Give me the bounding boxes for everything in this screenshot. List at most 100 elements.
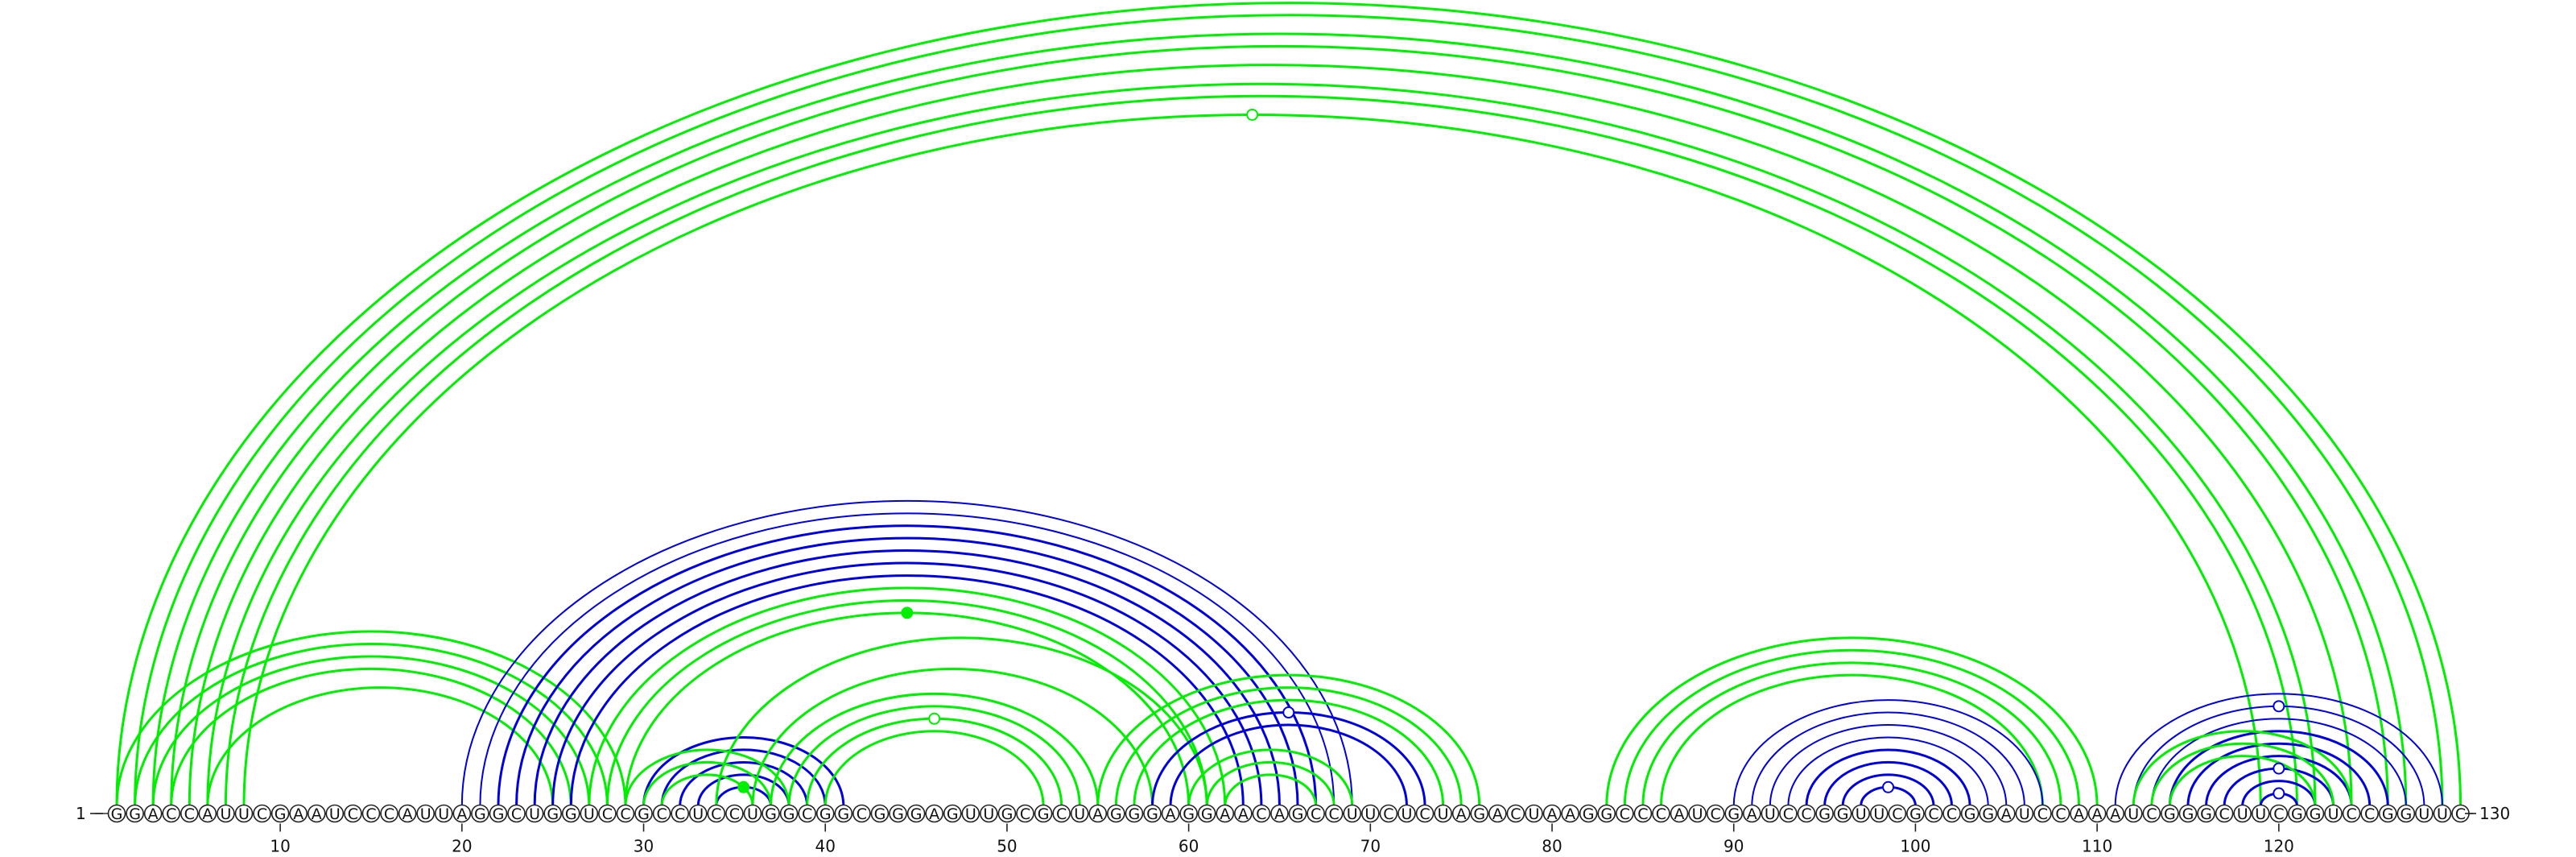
nucleotide-circle xyxy=(1143,804,1162,823)
nucleotide: G xyxy=(779,804,799,823)
base-pair-arc xyxy=(624,748,791,806)
base-pair-arc xyxy=(1659,673,2044,806)
nucleotide: C xyxy=(652,804,671,823)
nucleotide-letter: C xyxy=(365,805,376,823)
nucleotide-letter: G xyxy=(2382,805,2394,823)
nucleotide-circle xyxy=(1869,804,1889,823)
nucleotide-circle xyxy=(162,804,181,823)
base-pair-arc xyxy=(2205,755,2353,806)
nucleotide-letter: C xyxy=(384,805,394,823)
arc-marker xyxy=(928,712,941,725)
nucleotide-circle xyxy=(1561,804,1579,823)
nucleotide-letter: G xyxy=(819,805,832,823)
nucleotide-circle xyxy=(2360,804,2379,823)
nucleotide-letter: A xyxy=(1747,805,1757,823)
base-pair-arc xyxy=(770,692,1100,806)
nucleotide: A xyxy=(452,804,472,823)
nucleotide: C xyxy=(2451,804,2470,823)
nucleotide-circle xyxy=(1161,804,1180,823)
arc-marker xyxy=(901,607,914,619)
nucleotide: C xyxy=(1706,804,1725,823)
nucleotide: C xyxy=(2269,804,2289,823)
nucleotide: U xyxy=(961,804,980,823)
nucleotide-letter: G xyxy=(547,805,559,823)
arc-marker xyxy=(1282,706,1295,719)
nucleotide-letter: C xyxy=(2273,805,2284,823)
nucleotide-circle xyxy=(616,804,635,823)
nucleotide-circle xyxy=(707,804,726,823)
tick-label: 100 xyxy=(1900,837,1930,856)
nucleotide: A xyxy=(1488,804,1507,823)
markers-layer xyxy=(737,108,2285,800)
nucleotide-letter: C xyxy=(2219,805,2229,823)
nucleotide: U xyxy=(2415,804,2434,823)
nucleotide-circle xyxy=(270,804,290,823)
nucleotide-circle xyxy=(1307,804,1325,823)
nucleotide-circle xyxy=(1034,804,1053,823)
tick-label: 10 xyxy=(270,837,290,856)
nucleotide-circle xyxy=(561,804,580,823)
nucleotide-letter: U xyxy=(584,805,595,823)
nucleotide-circle xyxy=(325,804,345,823)
nucleotide-circle xyxy=(344,804,362,823)
nucleotide-letter: C xyxy=(257,805,267,823)
nucleotide-circle xyxy=(1288,804,1307,823)
nucleotide-circle xyxy=(107,804,126,823)
nucleotide-letter: C xyxy=(1656,805,1666,823)
base-pair-arc xyxy=(824,730,1045,806)
nucleotide-circle xyxy=(489,804,508,823)
base-pair-arc xyxy=(2168,730,2389,806)
nucleotide: G xyxy=(870,804,890,823)
base-pair-arc xyxy=(642,736,845,806)
nucleotide: G xyxy=(1579,804,1598,823)
base-pair-arc xyxy=(533,549,1281,806)
nucleotide-letter: G xyxy=(1001,805,1013,823)
nucleotide-circle xyxy=(2342,804,2361,823)
nucleotide-letter: A xyxy=(1238,805,1249,823)
nucleotide-letter: U xyxy=(2128,805,2139,823)
nucleotide-letter: G xyxy=(2182,805,2194,823)
arc-marker xyxy=(1882,780,1895,793)
nucleotide-letter: C xyxy=(166,805,176,823)
nucleotide: C xyxy=(1633,804,1653,823)
nucleotide-circle xyxy=(1906,804,1925,823)
nucleotide-letter: G xyxy=(837,805,849,823)
nucleotide-letter: A xyxy=(2001,805,2012,823)
nucleotide-letter: G xyxy=(638,805,650,823)
nucleotide-circle xyxy=(1652,804,1670,823)
nucleotide: U xyxy=(234,804,254,823)
arc-marker xyxy=(1246,108,1259,121)
nucleotide: G xyxy=(1960,804,1979,823)
nucleotide: C xyxy=(1779,804,1798,823)
nucleotide-letter: G xyxy=(565,805,577,823)
nucleotide-letter: C xyxy=(711,805,721,823)
nucleotide-letter: C xyxy=(802,805,812,823)
nucleotide-circle xyxy=(798,804,816,823)
base-pair-arc xyxy=(479,512,1335,806)
nucleotide-circle xyxy=(2415,804,2434,823)
nucleotide-circle xyxy=(253,804,271,823)
nucleotide-letter: C xyxy=(1056,805,1067,823)
nucleotide: U xyxy=(2233,804,2252,823)
nucleotide-letter: G xyxy=(1473,805,1485,823)
nucleotide-letter: C xyxy=(1510,805,1521,823)
nucleotide-circle xyxy=(1888,804,1907,823)
nucleotide: U xyxy=(1869,804,1889,823)
nucleotide: U xyxy=(1361,804,1380,823)
nucleotide-letter: U xyxy=(238,805,250,823)
nucleotide: A xyxy=(1743,804,1761,823)
nucleotide: U xyxy=(1688,804,1707,823)
nucleotide-circle xyxy=(688,804,708,823)
nucleotide: C xyxy=(1415,804,1435,823)
nucleotide-circle xyxy=(525,804,544,823)
base-pair-arc xyxy=(2150,718,2407,806)
nucleotide: G xyxy=(2197,804,2215,823)
base-pair-arc xyxy=(1096,673,1481,806)
nucleotide: G xyxy=(815,804,835,823)
base-pair-arc xyxy=(787,705,1081,806)
nucleotide: C xyxy=(1797,804,1816,823)
nucleotide-letter: C xyxy=(2364,805,2375,823)
nucleotide: C xyxy=(616,804,635,823)
nucleotide: C xyxy=(2051,804,2070,823)
